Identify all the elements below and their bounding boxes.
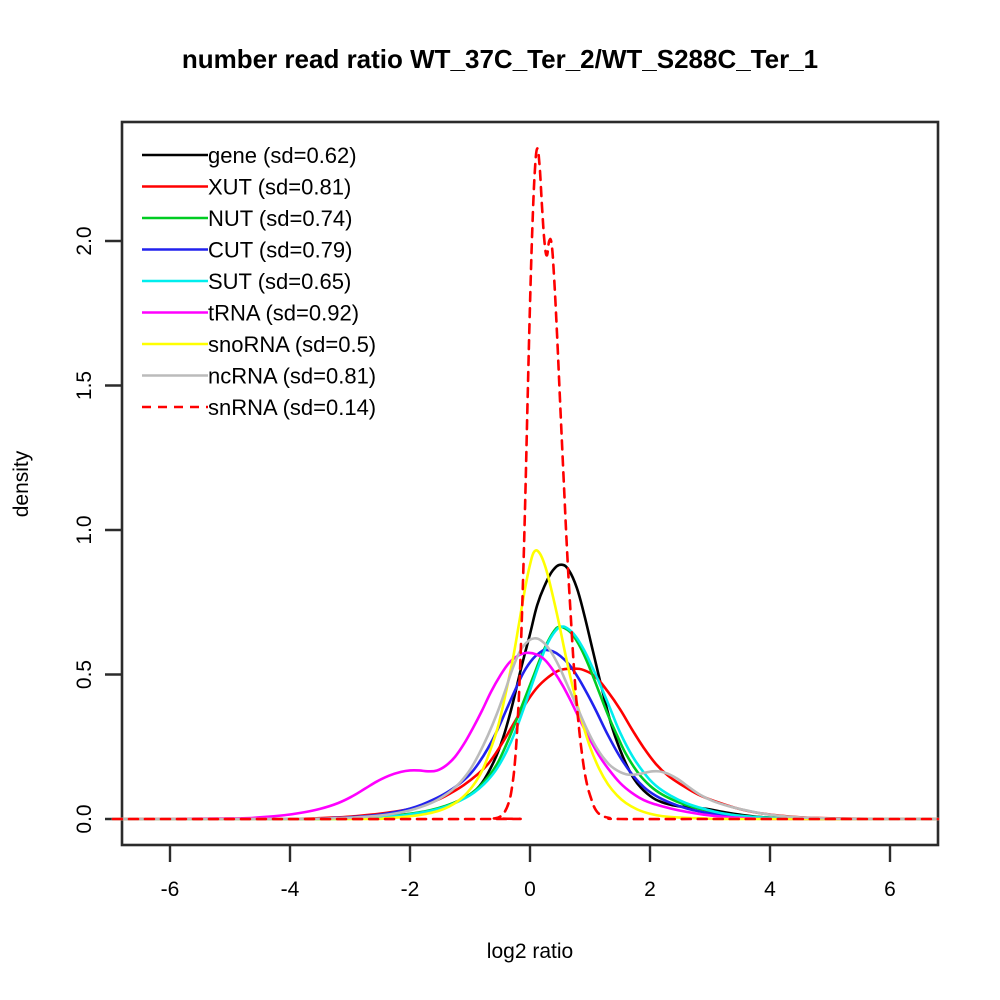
- x-tick-label: 6: [884, 878, 896, 901]
- legend-label: SUT (sd=0.65): [208, 269, 351, 294]
- legend-label: ncRNA (sd=0.81): [208, 364, 376, 389]
- legend-label: snoRNA (sd=0.5): [208, 332, 376, 357]
- x-tick-label: -2: [401, 878, 420, 901]
- density-curve-snrna: [111, 147, 940, 821]
- x-axis-label: log2 ratio: [487, 940, 573, 963]
- legend-label: CUT (sd=0.79): [208, 238, 352, 263]
- density-curve-cut: [111, 648, 940, 821]
- x-tick-label: -6: [161, 878, 180, 901]
- y-tick-label: 1.5: [73, 371, 96, 400]
- legend-label: XUT (sd=0.81): [208, 175, 351, 200]
- density-curve-ncrna: [111, 637, 940, 821]
- y-tick-label: 2.0: [73, 226, 96, 255]
- x-tick-label: 0: [524, 878, 536, 901]
- density-curve-sut: [111, 625, 940, 821]
- y-tick-label: 0.5: [73, 660, 96, 689]
- legend-label: NUT (sd=0.74): [208, 206, 352, 231]
- x-axis-ticks: -6 -4 -2 0 2 4 6: [161, 845, 896, 901]
- density-curves-group: [111, 147, 940, 821]
- legend-label: tRNA (sd=0.92): [208, 301, 359, 326]
- y-tick-label: 0.0: [73, 804, 96, 833]
- x-tick-label: -4: [281, 878, 300, 901]
- legend: gene (sd=0.62) XUT (sd=0.81) NUT (sd=0.74)…: [142, 143, 376, 420]
- y-axis-ticks: 0.0 0.5 1.0 1.5 2.0: [73, 226, 122, 834]
- y-tick-label: 1.0: [73, 515, 96, 544]
- legend-label: gene (sd=0.62): [208, 143, 357, 168]
- x-tick-label: 2: [644, 878, 656, 901]
- density-curve-xut: [111, 667, 940, 821]
- density-curve-gene: [111, 563, 940, 821]
- legend-label: snRNA (sd=0.14): [208, 395, 376, 420]
- page-title: number read ratio WT_37C_Ter_2/WT_S288C_…: [181, 44, 819, 74]
- y-axis-label: density: [10, 450, 33, 517]
- density-curve-snorna: [111, 548, 940, 821]
- x-tick-label: 4: [764, 878, 776, 901]
- density-curve-trna: [111, 651, 940, 821]
